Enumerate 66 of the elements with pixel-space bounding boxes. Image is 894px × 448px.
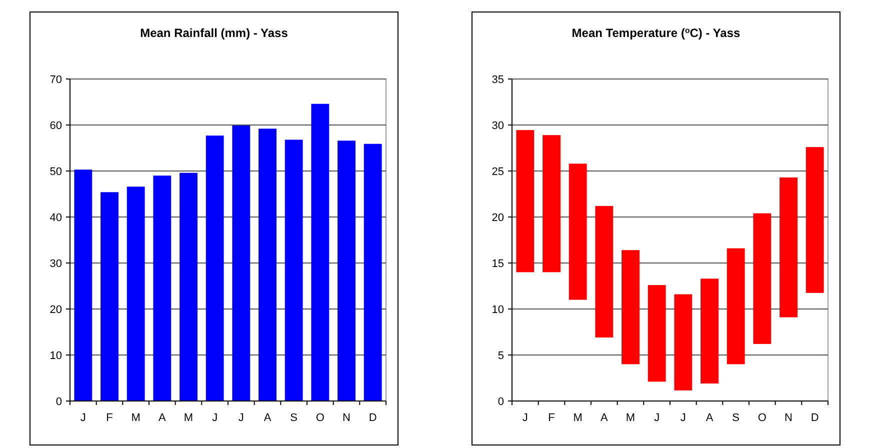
x-tick-label: J [680, 412, 686, 424]
x-tick-label: J [522, 412, 528, 424]
y-tick-label: 15 [492, 258, 504, 270]
y-tick-label: 5 [498, 350, 504, 362]
x-tick-label: D [810, 412, 819, 424]
bar [753, 213, 772, 344]
bar [516, 130, 534, 272]
y-tick-label: 35 [492, 74, 504, 86]
bar [284, 140, 303, 401]
x-tick-label: O [758, 412, 767, 424]
bar [726, 248, 745, 364]
x-tick-label: J [212, 412, 218, 424]
x-tick-label: M [626, 412, 636, 424]
bar [126, 186, 145, 401]
x-tick-label: D [368, 412, 377, 424]
x-tick-label: A [600, 412, 608, 424]
x-tick-label: S [732, 412, 740, 424]
x-tick-label: J [80, 412, 86, 424]
y-tick-label: 25 [492, 166, 504, 178]
bar [595, 206, 614, 338]
bar [648, 285, 666, 382]
bar [232, 125, 250, 401]
x-tick-label: M [184, 412, 194, 424]
bar [542, 135, 560, 272]
y-tick-label: 30 [492, 120, 504, 132]
x-tick-label: M [573, 412, 582, 424]
y-tick-label: 20 [50, 304, 62, 316]
y-tick-label: 40 [50, 212, 62, 224]
bar [258, 128, 276, 401]
bar [700, 278, 718, 384]
x-tick-label: N [784, 412, 793, 424]
bar [364, 144, 382, 401]
bar [311, 104, 330, 401]
x-tick-label: F [106, 412, 114, 424]
y-tick-label: 0 [498, 396, 504, 408]
x-tick-label: O [316, 412, 325, 424]
bar [806, 147, 824, 293]
bar [74, 170, 92, 401]
bar [780, 177, 798, 318]
y-tick-label: 10 [492, 304, 504, 316]
y-tick-label: 20 [492, 212, 504, 224]
x-tick-label: N [342, 412, 351, 424]
y-tick-label: 0 [56, 396, 62, 408]
x-tick-label: M [131, 412, 140, 424]
bar [180, 172, 198, 401]
x-tick-label: A [706, 412, 714, 424]
bar [622, 250, 640, 364]
x-tick-label: A [158, 412, 166, 424]
bar [674, 294, 692, 390]
y-tick-label: 10 [50, 350, 62, 362]
bar [153, 176, 172, 401]
y-tick-label: 70 [50, 74, 62, 86]
x-tick-label: J [654, 412, 660, 424]
y-tick-label: 50 [50, 166, 62, 178]
chart-title: Mean Rainfall (mm) - Yass [140, 26, 288, 40]
chart-title: Mean Temperature ($^{o}$C) - Yass [572, 26, 741, 40]
x-tick-label: F [548, 412, 556, 424]
bar [100, 192, 118, 401]
bar [206, 136, 224, 401]
bar [338, 140, 356, 401]
bar [568, 164, 587, 300]
x-tick-label: A [264, 412, 272, 424]
y-tick-label: 60 [50, 120, 62, 132]
y-tick-label: 30 [50, 258, 62, 270]
x-tick-label: S [290, 412, 298, 424]
x-tick-label: J [238, 412, 244, 424]
